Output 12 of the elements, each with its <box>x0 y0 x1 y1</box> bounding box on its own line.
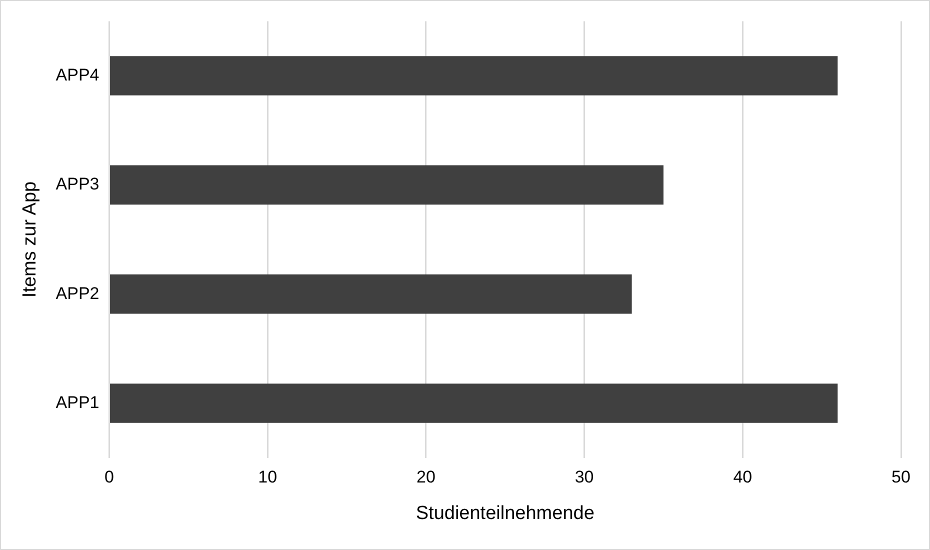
y-tick-label: APP1 <box>56 392 100 412</box>
y-tick-label: APP4 <box>56 65 100 84</box>
x-tick-label: 40 <box>733 468 752 487</box>
x-axis-title: Studienteilnehmende <box>416 502 594 524</box>
y-tick-label: APP3 <box>56 174 100 194</box>
x-tick-label: 30 <box>574 468 594 487</box>
x-tick-label: 50 <box>892 468 910 487</box>
x-tick-label: 20 <box>416 468 436 487</box>
x-tick-label: 0 <box>104 468 114 487</box>
x-tick-label: 10 <box>258 468 278 487</box>
y-axis-title: Items zur App <box>20 181 41 298</box>
y-tick-label: APP2 <box>56 284 100 303</box>
